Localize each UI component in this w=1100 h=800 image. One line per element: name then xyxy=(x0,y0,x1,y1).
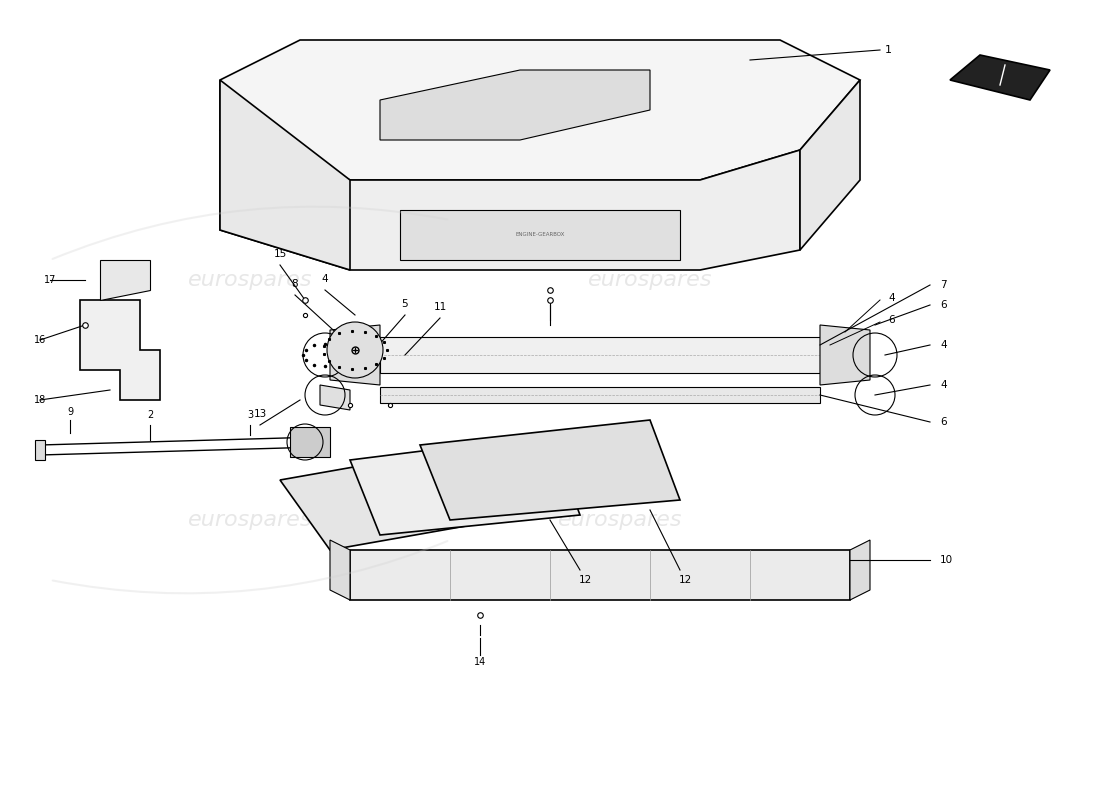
Polygon shape xyxy=(280,450,500,550)
Text: 11: 11 xyxy=(433,302,447,312)
Polygon shape xyxy=(820,325,870,385)
Text: ENGINE-GEARBOX: ENGINE-GEARBOX xyxy=(515,233,564,238)
Polygon shape xyxy=(350,435,580,535)
Text: 14: 14 xyxy=(474,657,486,667)
Text: 4: 4 xyxy=(940,380,947,390)
Polygon shape xyxy=(80,300,160,400)
Text: eurospares: eurospares xyxy=(188,510,312,530)
Text: 10: 10 xyxy=(940,555,953,565)
Polygon shape xyxy=(379,387,820,403)
Polygon shape xyxy=(220,40,860,180)
Text: 13: 13 xyxy=(253,409,266,419)
Text: eurospares: eurospares xyxy=(558,510,682,530)
Text: 4: 4 xyxy=(940,340,947,350)
Polygon shape xyxy=(379,337,820,373)
Text: 12: 12 xyxy=(679,575,692,585)
Text: 12: 12 xyxy=(579,575,592,585)
Text: 5: 5 xyxy=(402,299,408,309)
Text: 6: 6 xyxy=(888,315,894,325)
Polygon shape xyxy=(290,427,330,457)
Polygon shape xyxy=(800,80,860,250)
Text: 6: 6 xyxy=(940,417,947,427)
Text: 7: 7 xyxy=(940,280,947,290)
Text: 1: 1 xyxy=(886,45,892,55)
Polygon shape xyxy=(35,440,45,460)
Text: eurospares: eurospares xyxy=(188,270,312,290)
Polygon shape xyxy=(220,130,800,270)
Text: 17: 17 xyxy=(44,275,56,285)
Text: 8: 8 xyxy=(292,279,298,289)
Polygon shape xyxy=(420,420,680,520)
Circle shape xyxy=(327,322,383,378)
Polygon shape xyxy=(379,70,650,140)
Polygon shape xyxy=(100,260,150,300)
Text: eurospares: eurospares xyxy=(587,270,713,290)
Text: 4: 4 xyxy=(321,274,328,284)
Polygon shape xyxy=(320,385,350,410)
Text: 18: 18 xyxy=(34,395,46,405)
Polygon shape xyxy=(850,540,870,600)
Polygon shape xyxy=(950,55,1050,100)
Polygon shape xyxy=(350,550,850,600)
Text: 16: 16 xyxy=(34,335,46,345)
Text: 3: 3 xyxy=(246,410,253,420)
Text: 9: 9 xyxy=(67,407,73,417)
Text: 2: 2 xyxy=(147,410,153,420)
Text: 4: 4 xyxy=(888,293,894,303)
Text: 6: 6 xyxy=(940,300,947,310)
Polygon shape xyxy=(330,540,350,600)
Polygon shape xyxy=(330,325,380,385)
Text: 15: 15 xyxy=(274,249,287,259)
Polygon shape xyxy=(400,210,680,260)
Polygon shape xyxy=(220,80,350,270)
